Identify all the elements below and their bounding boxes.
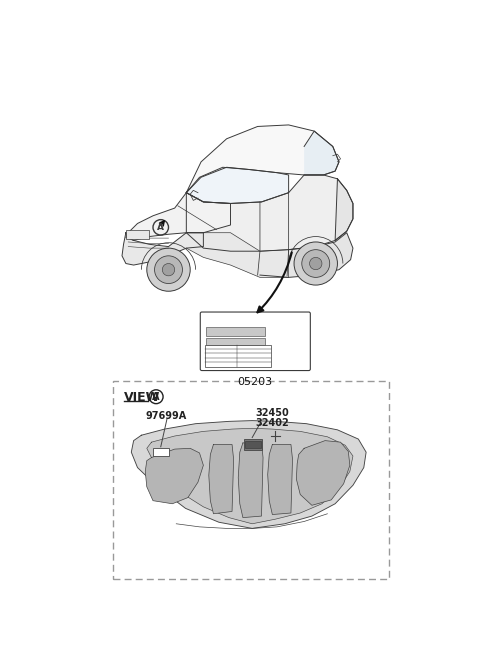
Circle shape xyxy=(302,250,330,277)
Circle shape xyxy=(155,256,182,283)
Polygon shape xyxy=(186,125,339,193)
Polygon shape xyxy=(186,233,288,277)
Text: VIEW: VIEW xyxy=(123,392,160,404)
Polygon shape xyxy=(304,131,339,175)
Text: 32450: 32450 xyxy=(255,408,289,419)
Bar xyxy=(206,338,265,344)
Bar xyxy=(206,327,265,336)
Text: A: A xyxy=(157,223,164,232)
Circle shape xyxy=(162,264,175,276)
Text: A: A xyxy=(152,392,160,401)
Polygon shape xyxy=(147,428,353,523)
Circle shape xyxy=(147,248,190,291)
Polygon shape xyxy=(268,445,292,514)
Bar xyxy=(126,230,149,239)
Bar xyxy=(113,380,389,579)
Bar xyxy=(244,439,262,450)
Polygon shape xyxy=(296,441,350,505)
Bar xyxy=(153,448,168,456)
Polygon shape xyxy=(335,179,353,240)
Polygon shape xyxy=(122,233,204,265)
Text: 32402: 32402 xyxy=(255,417,289,428)
Text: 97699A: 97699A xyxy=(145,411,187,421)
Circle shape xyxy=(294,242,337,285)
Polygon shape xyxy=(186,167,288,203)
Polygon shape xyxy=(126,193,230,240)
Circle shape xyxy=(310,257,322,270)
Polygon shape xyxy=(186,175,353,251)
Polygon shape xyxy=(238,443,263,518)
Bar xyxy=(245,441,261,448)
Polygon shape xyxy=(132,420,366,528)
FancyBboxPatch shape xyxy=(200,312,311,371)
Polygon shape xyxy=(145,448,204,504)
Polygon shape xyxy=(260,233,353,277)
Polygon shape xyxy=(209,445,234,514)
Bar xyxy=(205,344,271,367)
Text: 05203: 05203 xyxy=(238,377,273,386)
